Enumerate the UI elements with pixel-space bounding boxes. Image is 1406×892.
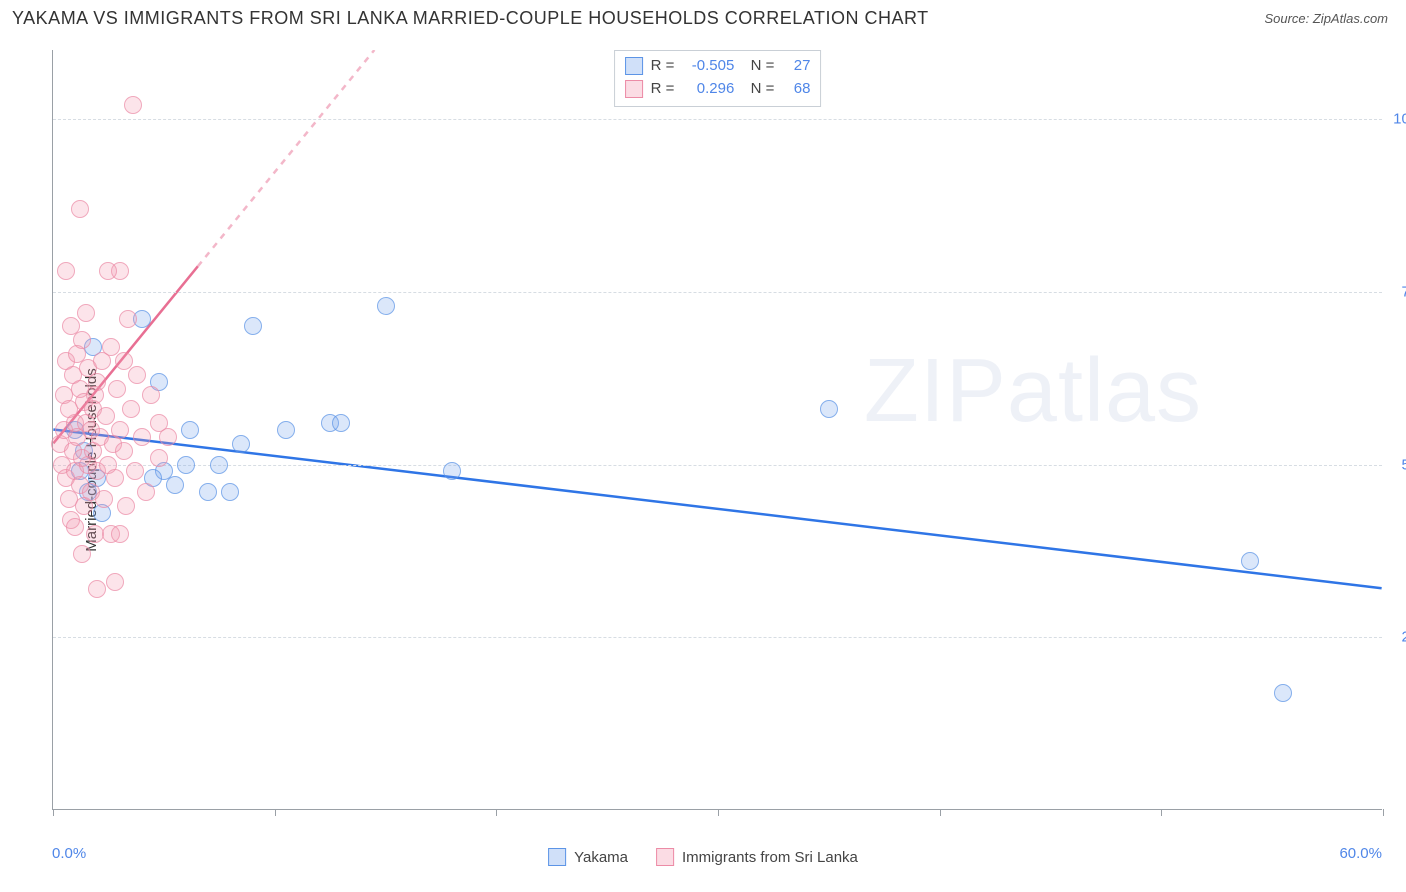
trend-lines xyxy=(53,50,1382,809)
data-point xyxy=(133,428,151,446)
gridline xyxy=(53,637,1382,638)
gridline xyxy=(53,119,1382,120)
data-point xyxy=(115,442,133,460)
data-point xyxy=(88,373,106,391)
stats-row-1: R = -0.505 N = 27 xyxy=(625,55,811,78)
y-tick-label: 25.0% xyxy=(1401,629,1406,646)
source-label: Source: ZipAtlas.com xyxy=(1264,11,1388,26)
data-point xyxy=(115,352,133,370)
data-point xyxy=(111,421,129,439)
x-tick-mark xyxy=(496,809,497,816)
data-point xyxy=(199,483,217,501)
swatch-blue-icon xyxy=(548,848,566,866)
data-point xyxy=(1241,552,1259,570)
x-tick-mark xyxy=(1383,809,1384,816)
data-point xyxy=(71,200,89,218)
data-point xyxy=(88,580,106,598)
data-point xyxy=(150,449,168,467)
gridline xyxy=(53,292,1382,293)
x-tick-mark xyxy=(53,809,54,816)
x-tick-mark xyxy=(718,809,719,816)
data-point xyxy=(126,462,144,480)
y-tick-label: 50.0% xyxy=(1401,456,1406,473)
plot-area: ZIPatlas R = -0.505 N = 27 R = 0.296 N =… xyxy=(52,50,1382,810)
data-point xyxy=(124,96,142,114)
data-point xyxy=(119,310,137,328)
data-point xyxy=(159,428,177,446)
stats-box: R = -0.505 N = 27 R = 0.296 N = 68 xyxy=(614,50,822,107)
data-point xyxy=(108,380,126,398)
data-point xyxy=(443,462,461,480)
swatch-blue-icon xyxy=(625,57,643,75)
legend-item-2: Immigrants from Sri Lanka xyxy=(656,848,858,866)
legend-item-1: Yakama xyxy=(548,848,628,866)
data-point xyxy=(66,518,84,536)
data-point xyxy=(377,297,395,315)
data-point xyxy=(95,490,113,508)
y-tick-label: 75.0% xyxy=(1401,283,1406,300)
data-point xyxy=(244,317,262,335)
data-point xyxy=(181,421,199,439)
data-point xyxy=(73,331,91,349)
header: YAKAMA VS IMMIGRANTS FROM SRI LANKA MARR… xyxy=(0,0,1406,33)
data-point xyxy=(57,262,75,280)
data-point xyxy=(99,262,117,280)
data-point xyxy=(277,421,295,439)
data-point xyxy=(117,497,135,515)
swatch-pink-icon xyxy=(625,80,643,98)
data-point xyxy=(232,435,250,453)
data-point xyxy=(122,400,140,418)
data-point xyxy=(142,386,160,404)
data-point xyxy=(111,525,129,543)
data-point xyxy=(166,476,184,494)
legend: Yakama Immigrants from Sri Lanka xyxy=(548,848,858,866)
x-tick-mark xyxy=(275,809,276,816)
data-point xyxy=(210,456,228,474)
data-point xyxy=(332,414,350,432)
data-point xyxy=(106,469,124,487)
chart-container: Married-couple Households ZIPatlas R = -… xyxy=(10,40,1396,880)
y-tick-label: 100.0% xyxy=(1393,111,1406,128)
x-tick-left: 0.0% xyxy=(52,845,86,862)
chart-title: YAKAMA VS IMMIGRANTS FROM SRI LANKA MARR… xyxy=(12,8,929,29)
data-point xyxy=(820,400,838,418)
x-tick-mark xyxy=(940,809,941,816)
stats-row-2: R = 0.296 N = 68 xyxy=(625,78,811,101)
data-point xyxy=(1274,684,1292,702)
data-point xyxy=(106,573,124,591)
gridline xyxy=(53,465,1382,466)
data-point xyxy=(177,456,195,474)
x-tick-right: 60.0% xyxy=(1339,845,1382,862)
swatch-pink-icon xyxy=(656,848,674,866)
data-point xyxy=(221,483,239,501)
watermark: ZIPatlas xyxy=(864,340,1202,443)
x-tick-mark xyxy=(1161,809,1162,816)
data-point xyxy=(128,366,146,384)
data-point xyxy=(77,304,95,322)
data-point xyxy=(137,483,155,501)
data-point xyxy=(73,545,91,563)
